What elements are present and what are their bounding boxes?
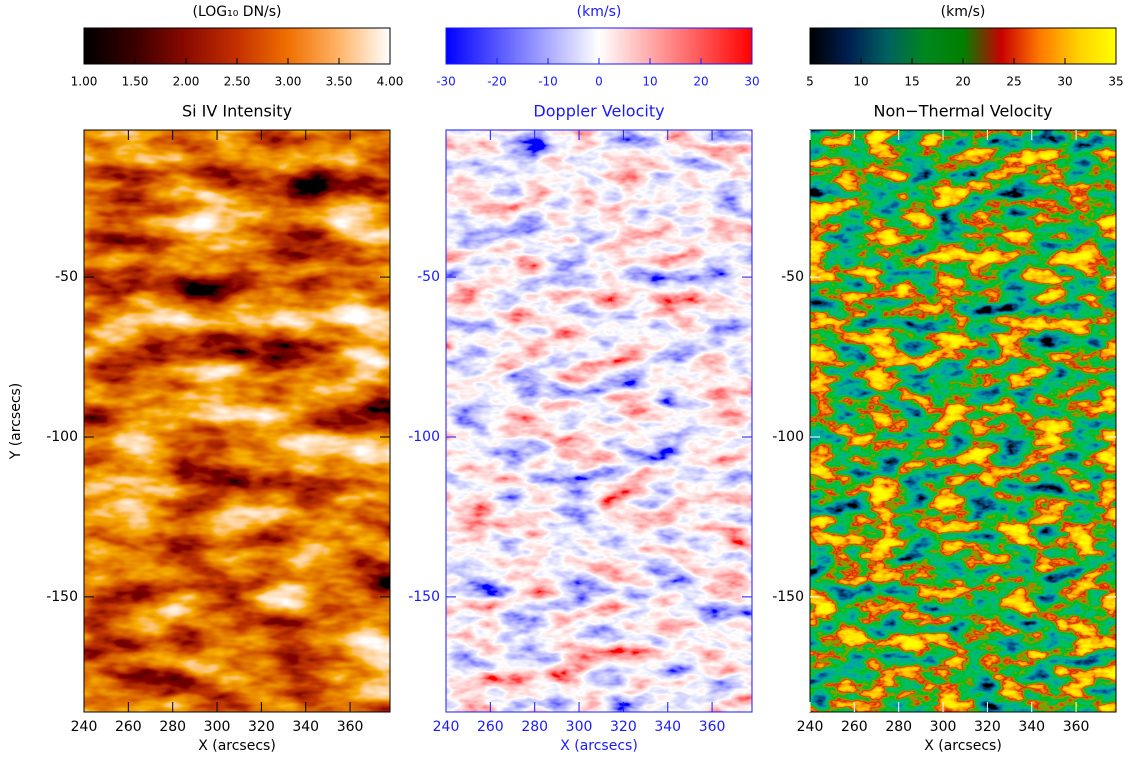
colorbar-label: (km/s): [577, 4, 622, 20]
x-tick-label: 240: [797, 719, 824, 735]
x-tick-label: 280: [521, 719, 548, 735]
panel-title: Non−Thermal Velocity: [873, 102, 1052, 121]
image-map: [84, 130, 390, 712]
panel-title: Doppler Velocity: [533, 102, 664, 121]
x-tick-label: 320: [974, 719, 1001, 735]
x-tick-label: 300: [204, 719, 231, 735]
x-tick-label: 340: [1018, 719, 1045, 735]
colorbar-tick-label: 35: [1108, 75, 1123, 89]
x-tick-label: 340: [654, 719, 681, 735]
y-tick-label: -150: [408, 589, 440, 605]
y-tick-label: -100: [408, 429, 440, 445]
colorbar-tick-label: 30: [744, 75, 759, 89]
y-tick-label: -100: [772, 429, 804, 445]
colorbar-tick-label: 10: [642, 75, 657, 89]
x-axis-label: X (arcsecs): [560, 738, 638, 754]
colorbar-tick-label: 15: [904, 75, 919, 89]
x-tick-label: 300: [566, 719, 593, 735]
frame: [83, 129, 391, 713]
y-tick-label: -50: [417, 269, 440, 285]
colorbar-tick-label: -20: [487, 75, 507, 89]
image-map: [446, 130, 752, 712]
y-tick-label: -150: [46, 589, 78, 605]
colorbar-tick-label: 5: [806, 75, 814, 89]
colorbar-label: (km/s): [941, 4, 986, 20]
colorbar-tick-label: 20: [955, 75, 970, 89]
x-tick-label: 320: [248, 719, 275, 735]
colorbar-tick-label: 3.50: [326, 75, 353, 89]
y-axis-label: Y (arcsecs): [8, 383, 24, 461]
colorbar-label: (LOG₁₀ DN/s): [192, 4, 281, 20]
y-tick-label: -150: [772, 589, 804, 605]
colorbar-tick-label: -30: [436, 75, 456, 89]
frame: [809, 129, 1117, 713]
colorbar-tick-label: 1.50: [122, 75, 149, 89]
y-tick-label: -50: [781, 269, 804, 285]
colorbar-tick-label: 0: [595, 75, 603, 89]
colorbar-tick-label: 20: [693, 75, 708, 89]
x-tick-label: 260: [115, 719, 142, 735]
x-tick-label: 280: [159, 719, 186, 735]
x-tick-label: 260: [841, 719, 868, 735]
colorbar-tick-label: -10: [538, 75, 558, 89]
x-tick-label: 300: [930, 719, 957, 735]
panel-title: Si IV Intensity: [182, 102, 292, 121]
colorbar-tick-label: 30: [1057, 75, 1072, 89]
x-tick-label: 360: [1063, 719, 1090, 735]
x-tick-label: 240: [71, 719, 98, 735]
x-tick-label: 360: [699, 719, 726, 735]
colorbar-tick-label: 2.50: [224, 75, 251, 89]
x-tick-label: 280: [885, 719, 912, 735]
colorbar-tick-label: 1.00: [71, 75, 98, 89]
x-axis-label: X (arcsecs): [198, 738, 276, 754]
colorbar-tick-label: 2.00: [173, 75, 200, 89]
frame: [445, 129, 753, 713]
colorbar-tick-label: 4.00: [377, 75, 404, 89]
image-map: [810, 130, 1116, 712]
x-tick-label: 240: [433, 719, 460, 735]
y-tick-label: -100: [46, 429, 78, 445]
x-tick-label: 260: [477, 719, 504, 735]
x-tick-label: 340: [292, 719, 319, 735]
y-tick-label: -50: [55, 269, 78, 285]
colorbar-tick-label: 3.00: [275, 75, 302, 89]
colorbar-tick-label: 25: [1006, 75, 1021, 89]
x-tick-label: 360: [337, 719, 364, 735]
x-tick-label: 320: [610, 719, 637, 735]
colorbar-tick-label: 10: [853, 75, 868, 89]
x-axis-label: X (arcsecs): [924, 738, 1002, 754]
